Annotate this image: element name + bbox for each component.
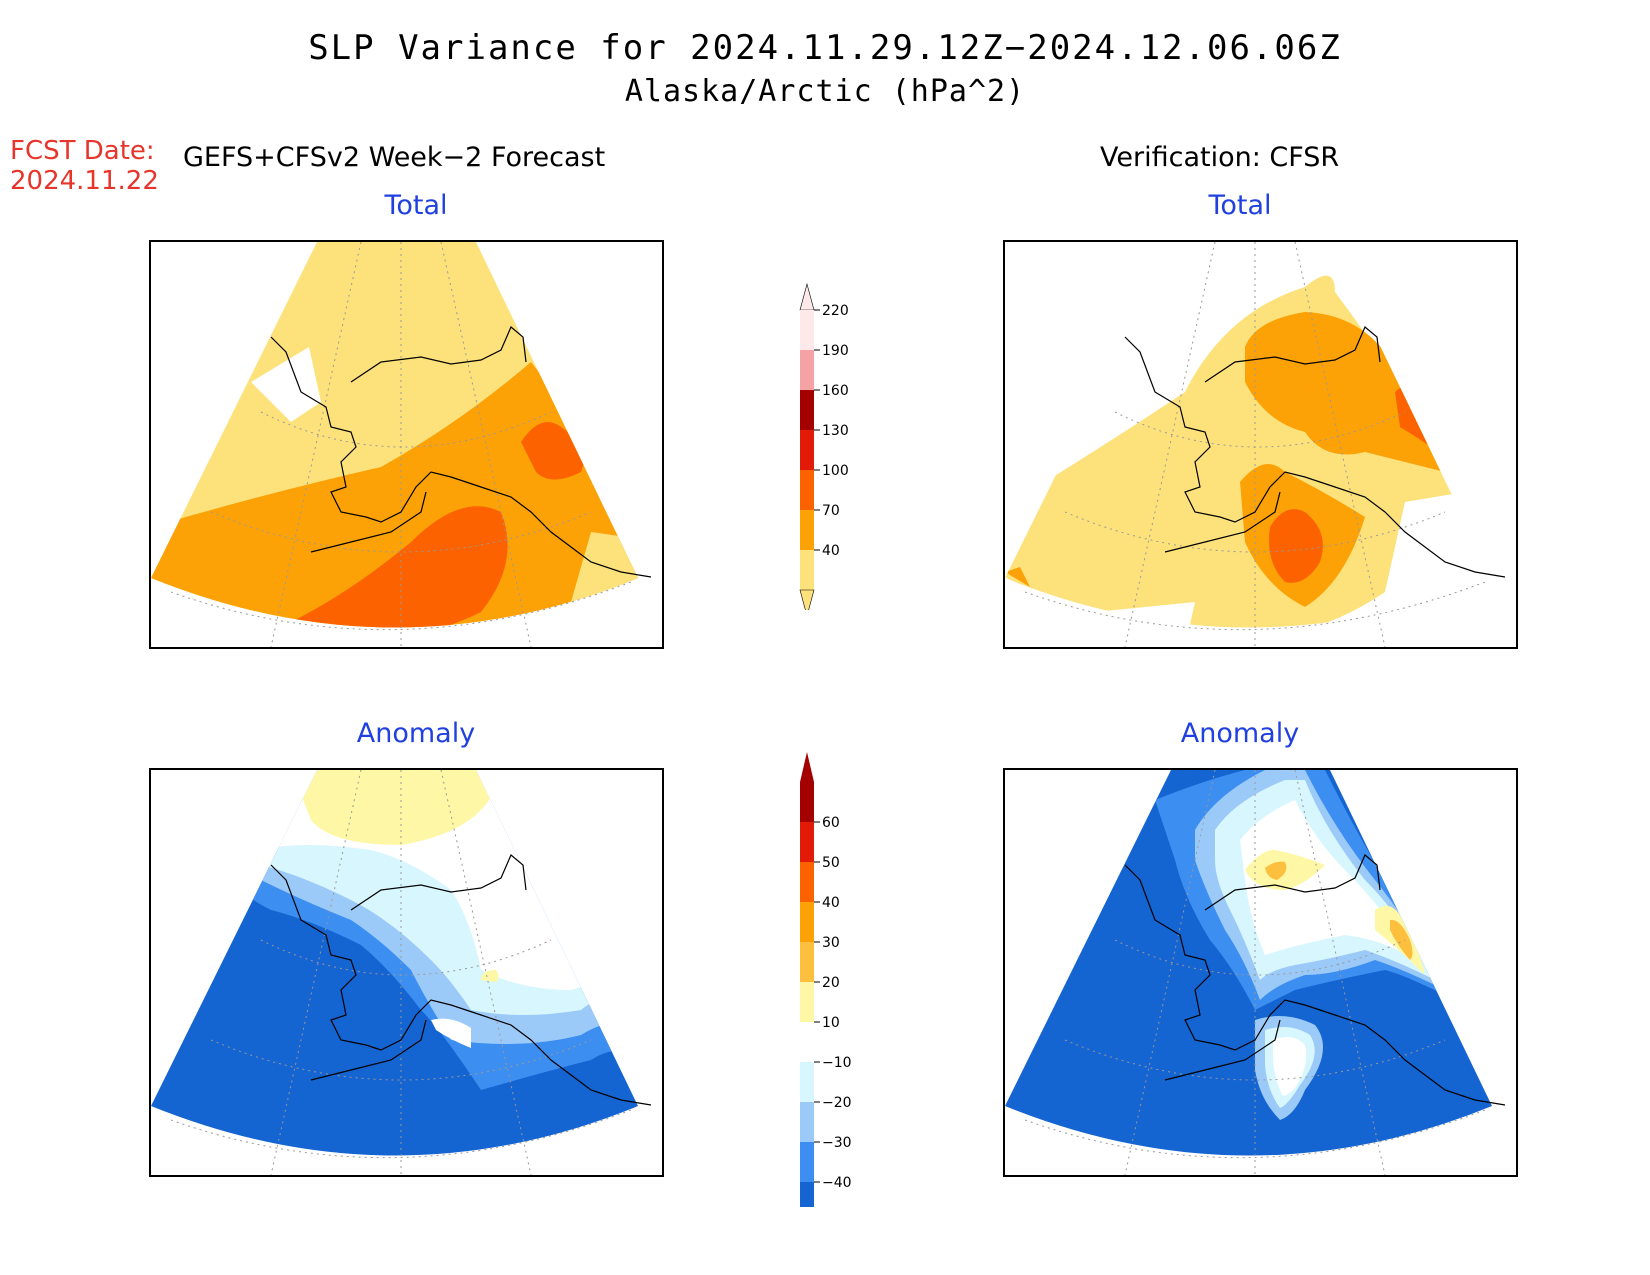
total-region-100-130-south xyxy=(291,506,508,628)
colorbar-anomaly-label: 30 xyxy=(822,935,840,951)
colorbar-anomaly-swatch xyxy=(800,902,814,942)
map-panel-verification-total xyxy=(1003,240,1518,649)
aleutian-coast xyxy=(310,491,427,553)
colorbar-anomaly-swatch xyxy=(800,822,814,862)
total-region-100-130-south xyxy=(1269,509,1323,583)
coastline xyxy=(1124,326,1506,578)
panel-title-verification-anomaly: Anomaly xyxy=(1180,718,1300,749)
colorbar-anomaly-swatch xyxy=(800,1062,814,1102)
map-panel-forecast-anomaly xyxy=(149,768,664,1177)
colorbar-anomaly-label: −40 xyxy=(822,1175,852,1191)
forecast-column-header: GEFS+CFSv2 Week−2 Forecast xyxy=(183,142,606,173)
aleutian-coast xyxy=(1164,1019,1281,1081)
verification-column-header: Verification: CFSR xyxy=(1100,142,1340,173)
colorbar-anomaly: −40 −30 −20 −10 10 20 30 40 50 60 xyxy=(800,752,852,1207)
anomaly-region-20-30-north xyxy=(1265,861,1287,880)
total-region-70-100-west xyxy=(1005,567,1030,587)
anomaly-region-neutral xyxy=(1240,800,1415,960)
colorbar-total-label: 130 xyxy=(822,423,849,439)
colorbar-anomaly-swatch xyxy=(800,1102,814,1142)
colorbar-total-swatch xyxy=(800,390,814,430)
colorbar-anomaly-label: 40 xyxy=(822,895,840,911)
coastline xyxy=(270,854,652,1106)
total-region-70-100-north xyxy=(1245,312,1445,472)
colorbar-anomaly-label: 20 xyxy=(822,975,840,991)
colorbar-total-swatch xyxy=(800,310,814,350)
colorbar-total-swatch xyxy=(800,430,814,470)
colorbar-total-label: 100 xyxy=(822,463,849,479)
fcst-date-value: 2024.11.22 xyxy=(10,166,159,196)
colorbar-total-swatch xyxy=(800,470,814,510)
map-panel-verification-anomaly xyxy=(1003,768,1518,1177)
colorbar-anomaly-top-tip xyxy=(800,752,814,782)
map-panel-forecast-total xyxy=(149,240,664,649)
colorbar-total-label: 70 xyxy=(822,503,840,519)
anomaly-region-neutral-south xyxy=(431,1018,471,1048)
aleutian-coast xyxy=(1164,491,1281,553)
total-region-100-130-east xyxy=(521,422,584,480)
colorbar-anomaly-swatch xyxy=(800,1142,814,1182)
coastline xyxy=(270,326,652,578)
graticule xyxy=(1024,242,1486,647)
colorbar-anomaly-swatch xyxy=(800,1022,814,1062)
page-subtitle: Alaska/Arctic (hPa^2) xyxy=(624,74,1026,109)
colorbar-anomaly-label: −20 xyxy=(822,1095,852,1111)
graticule xyxy=(170,770,632,1175)
colorbar-total-label: 160 xyxy=(822,383,849,399)
page-title: SLP Variance for 2024.11.29.12Z−2024.12.… xyxy=(308,28,1342,68)
total-region-below-40 xyxy=(251,347,321,422)
colorbar-anomaly-label: −10 xyxy=(822,1055,852,1071)
colorbar-anomaly-label: 60 xyxy=(822,815,840,831)
anomaly-region-20-30-east xyxy=(1390,919,1413,960)
colorbar-anomaly-label: −30 xyxy=(822,1135,852,1151)
anomaly-region-neutral-south xyxy=(1273,1036,1307,1096)
colorbar-anomaly-label: 10 xyxy=(822,1015,840,1031)
colorbar-total-swatch xyxy=(800,510,814,550)
coastline xyxy=(1124,854,1506,1106)
graticule xyxy=(170,242,632,647)
panel-title-forecast-anomaly: Anomaly xyxy=(356,718,476,749)
aleutian-coast xyxy=(310,1019,427,1081)
colorbar-total-bottom-tip xyxy=(799,589,815,610)
graticule xyxy=(1024,770,1486,1175)
fcst-date-label: FCST Date: xyxy=(10,136,155,166)
panel-title-verification-total: Total xyxy=(1208,190,1272,221)
colorbar-total-label: 40 xyxy=(822,543,840,559)
colorbar-anomaly-swatch xyxy=(800,942,814,982)
colorbar-total-swatch xyxy=(800,350,814,390)
colorbar-total-label: 220 xyxy=(822,303,849,319)
anomaly-region-10-20-north xyxy=(291,770,501,845)
colorbar-total: 40 70 100 130 160 190 220 xyxy=(799,282,849,610)
colorbar-total-swatch xyxy=(800,550,814,590)
anomaly-region-10-20-east xyxy=(481,970,499,982)
colorbar-anomaly-swatch xyxy=(800,782,814,822)
colorbar-anomaly-swatch xyxy=(800,982,814,1022)
colorbar-anomaly-label: 50 xyxy=(822,855,840,871)
panel-title-forecast-total: Total xyxy=(384,190,448,221)
colorbar-anomaly-swatch xyxy=(800,1182,814,1207)
colorbar-total-top-tip xyxy=(799,282,815,311)
colorbar-anomaly-swatch xyxy=(800,862,814,902)
colorbar-total-label: 190 xyxy=(822,343,849,359)
